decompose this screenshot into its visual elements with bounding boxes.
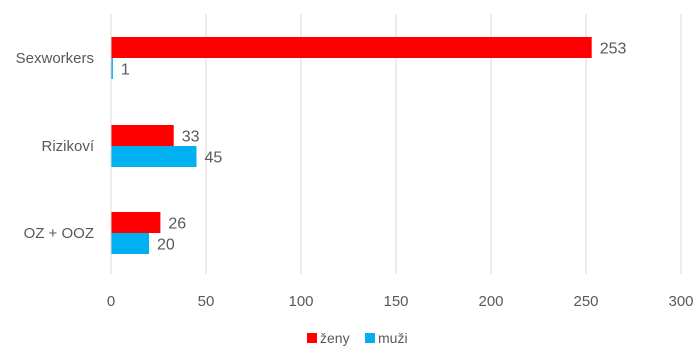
x-tick-label: 100 — [288, 293, 313, 310]
legend-label: muži — [378, 330, 408, 346]
bar-ženy — [111, 125, 174, 146]
bar-muži — [111, 233, 149, 254]
bars — [111, 37, 592, 254]
category-label: Rizikoví — [41, 138, 94, 155]
category-label: Sexworkers — [16, 50, 94, 67]
x-tick-label: 250 — [573, 293, 598, 310]
data-label: 1 — [121, 62, 130, 79]
legend: ženy muži — [307, 330, 408, 346]
x-tick-label: 300 — [668, 293, 693, 310]
category-label: OZ + OOZ — [24, 225, 94, 242]
x-tick-label: 0 — [107, 293, 115, 310]
data-label: 20 — [157, 237, 175, 254]
legend-label: ženy — [320, 330, 350, 346]
data-label: 253 — [600, 41, 627, 58]
legend-swatch — [307, 333, 317, 343]
x-tick-label: 150 — [383, 293, 408, 310]
legend-swatch — [365, 333, 375, 343]
axes: 0 50 100 150 200 250 300 Sexworkers Rizikoví OZ +… — [16, 14, 694, 310]
bar-ženy — [111, 37, 592, 58]
data-label: 33 — [182, 129, 200, 146]
data-label: 26 — [168, 216, 186, 233]
bar-muži — [111, 146, 197, 167]
bar-ženy — [111, 212, 161, 233]
data-labels: 253 33 26 1 45 20 — [121, 41, 627, 254]
bar-muži — [111, 58, 113, 79]
x-tick-label: 200 — [478, 293, 503, 310]
data-label: 45 — [205, 150, 223, 167]
x-tick-label: 50 — [198, 293, 215, 310]
